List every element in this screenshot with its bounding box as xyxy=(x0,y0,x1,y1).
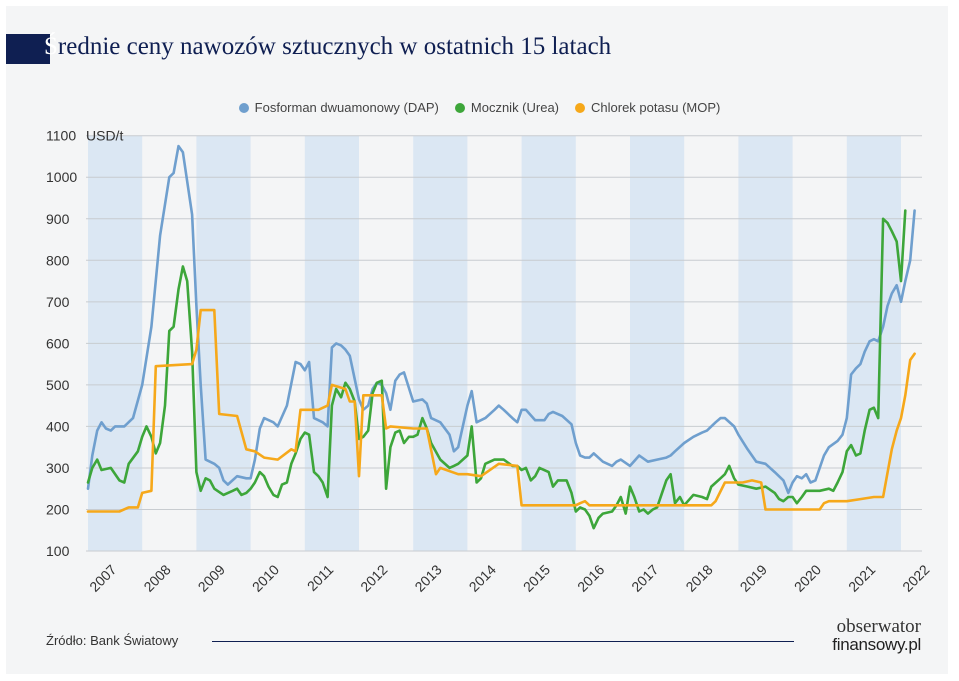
page-title: Średnie ceny nawozów sztucznych w ostatn… xyxy=(44,33,611,61)
y-tick-label: 200 xyxy=(46,501,70,517)
source-note: Źródło: Bank Światowy xyxy=(46,633,179,648)
y-tick-label: 100 xyxy=(46,543,70,559)
y-tick-label: 900 xyxy=(46,211,70,227)
y-tick-label: 400 xyxy=(46,418,70,434)
legend-item-mop: Chlorek potasu (MOP) xyxy=(575,100,720,115)
x-tick-label: 2013 xyxy=(411,561,444,594)
x-tick-label: 2007 xyxy=(86,561,119,594)
brand-logo: obserwator finansowy.pl xyxy=(832,616,921,654)
brand-line-2: finansowy.pl xyxy=(832,635,921,654)
x-tick-label: 2017 xyxy=(628,561,661,594)
x-tick-label: 2014 xyxy=(466,561,499,594)
y-tick-label: 300 xyxy=(46,460,70,476)
source-divider xyxy=(212,641,794,642)
x-tick-label: 2010 xyxy=(249,561,282,594)
brand-line-1: obserwator xyxy=(836,616,921,637)
legend-item-dap: Fosforman dwuamonowy (DAP) xyxy=(238,100,439,115)
x-tick-label: 2008 xyxy=(140,561,173,594)
x-tick-label: 2018 xyxy=(682,561,715,594)
y-tick-label: 600 xyxy=(46,335,70,351)
legend-dot-mop xyxy=(575,102,586,113)
y-tick-label: 800 xyxy=(46,252,70,268)
legend-item-urea: Mocznik (Urea) xyxy=(454,100,560,115)
title-first-letter: Ś xyxy=(44,33,58,60)
x-tick-label: 2021 xyxy=(845,561,878,594)
y-tick-label: 700 xyxy=(46,294,70,310)
legend-dot-urea xyxy=(454,102,465,113)
chart-legend: Fosforman dwuamonowy (DAP) Mocznik (Urea… xyxy=(0,100,959,115)
series-line-mop xyxy=(86,308,916,513)
y-tick-label: 500 xyxy=(46,377,70,393)
x-tick-label: 2022 xyxy=(899,561,932,594)
title-accent-bar xyxy=(6,34,50,64)
x-tick-label: 2011 xyxy=(304,561,337,594)
y-tick-label: 1100 xyxy=(46,128,76,144)
x-tick-label: 2019 xyxy=(737,561,770,594)
title-text: rednie ceny nawozów sztucznych w ostatni… xyxy=(57,33,612,60)
y-tick-label: 1000 xyxy=(46,169,77,185)
x-tick-label: 2015 xyxy=(520,561,553,594)
x-tick-label: 2016 xyxy=(574,561,607,594)
legend-dot-dap xyxy=(238,102,249,113)
x-tick-label: 2009 xyxy=(195,561,228,594)
series-line-urea xyxy=(86,209,907,530)
legend-label-urea: Mocznik (Urea) xyxy=(470,100,560,115)
legend-label-dap: Fosforman dwuamonowy (DAP) xyxy=(254,100,439,115)
y-axis-unit: USD/t xyxy=(86,128,123,144)
x-tick-label: 2020 xyxy=(791,561,824,594)
x-tick-label: 2012 xyxy=(357,561,390,594)
series-line-dap xyxy=(86,144,916,495)
legend-label-mop: Chlorek potasu (MOP) xyxy=(591,100,721,115)
